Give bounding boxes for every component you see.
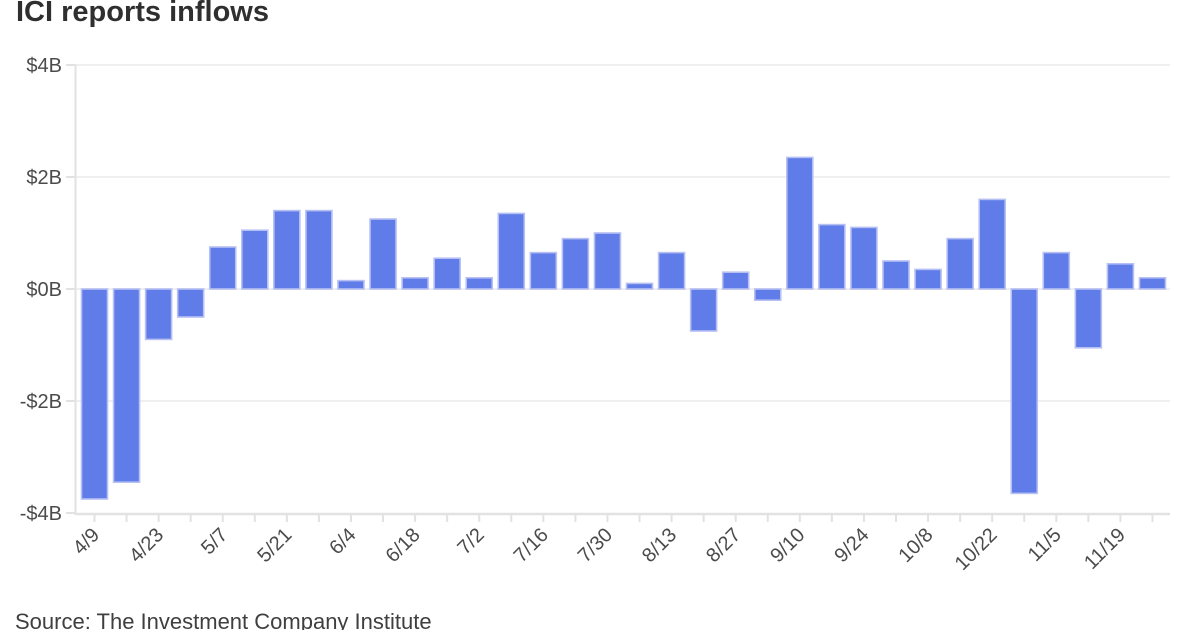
x-axis-label: 4/9 — [69, 524, 104, 559]
bar — [401, 276, 429, 290]
bar — [529, 251, 558, 290]
bar — [593, 232, 622, 290]
bar — [978, 198, 1006, 290]
x-axis-label: 4/23 — [125, 524, 168, 567]
bar — [914, 268, 942, 290]
bar — [465, 276, 494, 290]
x-axis-label: 6/18 — [382, 524, 425, 567]
x-axis-label: 8/27 — [702, 524, 745, 567]
bar — [1042, 251, 1071, 290]
bar — [144, 288, 173, 341]
bar — [1010, 288, 1039, 495]
x-axis-label: 11/5 — [1024, 524, 1066, 566]
x-axis-label: 7/16 — [510, 524, 553, 567]
y-axis-label: -$4B — [20, 503, 62, 525]
source-note: Source: The Investment Company Institute — [15, 609, 432, 630]
y-axis-label: $0B — [26, 279, 62, 301]
x-axis-label: 10/8 — [895, 524, 938, 567]
x-axis-label: 8/13 — [638, 524, 681, 567]
y-axis-label: $2B — [26, 167, 62, 189]
bar — [369, 218, 397, 290]
x-axis-label: 6/4 — [325, 524, 360, 559]
bar — [337, 279, 365, 290]
chart-title: ICI reports inflows — [16, 0, 269, 28]
y-axis-label: -$2B — [20, 391, 62, 413]
bar — [305, 209, 333, 290]
bar — [561, 237, 590, 290]
bar — [433, 257, 461, 290]
bar — [946, 237, 974, 290]
bar — [657, 251, 686, 290]
bar — [176, 288, 205, 318]
y-axis-label: $4B — [26, 55, 62, 77]
bar — [273, 209, 301, 290]
bar — [818, 223, 846, 290]
bar — [241, 229, 269, 290]
bar — [1106, 262, 1135, 290]
bar — [753, 288, 782, 301]
bar — [497, 212, 526, 290]
bar — [112, 288, 141, 483]
x-axis-label: 9/10 — [766, 524, 809, 567]
x-axis-label: 9/24 — [830, 524, 873, 567]
bar — [1138, 276, 1167, 290]
bar — [850, 226, 878, 290]
bar — [882, 260, 910, 290]
x-axis-label: 5/21 — [253, 524, 296, 567]
bar — [208, 246, 237, 290]
x-axis-label: 11/19 — [1080, 524, 1130, 574]
x-axis-label: 7/30 — [574, 524, 617, 567]
x-axis-label: 5/7 — [197, 524, 232, 559]
bar — [786, 156, 814, 290]
x-axis-label: 7/2 — [454, 524, 489, 559]
bar — [625, 282, 654, 290]
bar — [1074, 288, 1103, 349]
x-axis-label: 10/22 — [951, 524, 1002, 575]
bar — [689, 288, 718, 332]
bar — [80, 288, 109, 500]
bar — [721, 271, 750, 290]
